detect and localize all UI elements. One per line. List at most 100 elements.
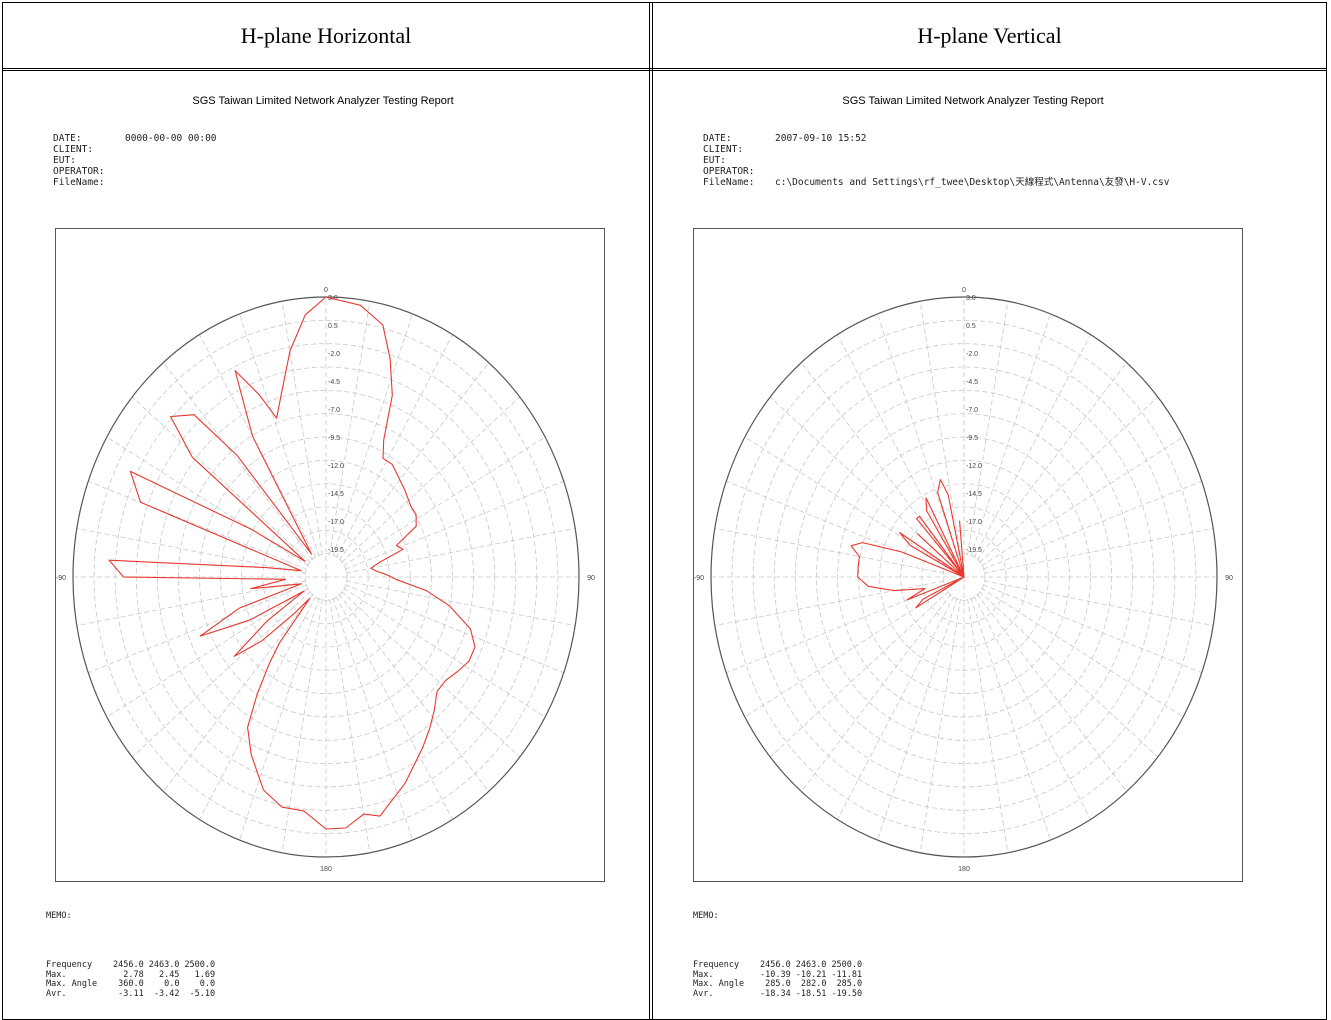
grid-spoke [335,334,453,558]
radial-tick-label: 0.5 [328,323,338,330]
angle-label: 180 [958,866,970,873]
stats-cell: Max. [693,969,714,980]
radial-tick-label: -4.5 [328,379,340,386]
stats-cell: 2456.0 [760,960,791,970]
grid-spoke [338,362,489,561]
stats-cell: Frequency [46,960,93,970]
grid-spoke [981,587,1184,718]
grid-ring [93,319,559,835]
eut-label: EUT: [703,155,726,166]
grid-spoke [341,396,521,563]
polar-grid [73,297,579,857]
stats-table: Frequency 2456.0 2463.0 2500.0 Max. -10.… [693,960,867,1000]
radial-tick-label: -17.0 [328,519,344,526]
polar-outline [710,296,1218,858]
grid-spoke [744,436,947,567]
memo-label: MEMO: [693,911,719,921]
grid-spoke [88,584,308,674]
grid-spoke [344,480,564,570]
grid-spoke [983,527,1214,574]
angle-label: 0 [962,287,966,294]
grid-spoke [199,334,317,558]
grid-spoke [976,593,1127,792]
radial-tick-label: -19.5 [966,547,982,554]
stats-cell: -5.10 [189,988,216,999]
angle-label: -90 [694,575,704,582]
radial-tick-label: -12.0 [328,463,344,470]
grid-ring [731,319,1197,835]
eut-label: EUT: [53,155,76,166]
grid-spoke [982,584,1202,674]
radial-tick-label: 0.5 [966,323,976,330]
angle-label: 180 [320,866,332,873]
angle-label: 90 [587,575,595,582]
column-divider [649,3,653,1019]
grid-spoke [979,591,1159,758]
grid-spoke [970,597,1051,841]
grid-spoke [970,313,1051,557]
radial-tick-label: -2.0 [966,351,978,358]
grid-spoke [976,362,1127,561]
angle-label: 90 [1225,575,1233,582]
stats-row: Avr. -18.34 -18.51 -19.50 [693,988,867,1000]
angle-label: -90 [56,575,66,582]
header-left: H-plane Horizontal [240,23,412,48]
stats-cell: 2.45 [158,969,180,980]
filename-label: FileName: [53,177,105,188]
grid-spoke [981,436,1184,567]
panel-vertical: SGS Taiwan Limited Network Analyzer Test… [653,73,1293,1019]
stats-cell: 0.0 [199,979,216,989]
operator-label: OPERATOR: [53,166,105,177]
grid-ring [942,553,986,601]
radial-tick-label: -19.5 [328,547,344,554]
grid-spoke [877,597,958,841]
grid-spoke [973,596,1091,820]
grid-spoke [329,301,371,556]
polar-chart: 3.00.5-2.0-4.5-7.0-9.5-12.0-14.5-17.0-19… [56,287,595,873]
date-value: 2007-09-10 15:52 [775,133,867,144]
stats-cell: 2463.0 [148,960,180,970]
client-label: CLIENT: [703,144,744,155]
stats-cell: Max. Angle [693,979,745,989]
radial-tick-label: -4.5 [966,379,978,386]
header-row [3,3,1326,71]
grid-spoke [88,480,308,570]
plot-frame: 3.0 0.5 -2.0 -4.5 -7.0 -9.5 -12.0 -14.5 -17.0 -19… [55,228,605,882]
stats-cell: 360.0 [118,979,144,989]
stats-cell: Max. [46,969,67,980]
grid-spoke [919,598,961,853]
polar-chart: 3.00.5-2.0-4.5-7.0-9.5-12.0-14.5-17.0-19… [694,287,1233,873]
grid-spoke [345,580,576,627]
grid-spoke [837,596,955,820]
radial-tick-label: -7.0 [328,407,340,414]
grid-spoke [76,580,307,627]
polar-grid [711,297,1217,857]
radial-tick-label: -12.0 [966,463,982,470]
panel-horizontal: SGS Taiwan Limited Network Analyzer Test… [3,73,643,1019]
date-label: DATE: [703,133,732,144]
grid-spoke [106,587,309,718]
radial-tick-label: -14.5 [966,491,982,498]
radial-tick-label: -9.5 [328,435,340,442]
stats-cell: -3.42 [153,988,180,999]
grid-spoke [967,301,1009,556]
stats-cell: -10.21 [795,969,827,980]
grid-spoke [338,593,489,792]
grid-spoke [714,580,945,627]
grid-spoke [343,587,546,718]
stats-cell: 0.0 [164,979,180,989]
report-meta: DATE: 0000-00-00 00:00 CLIENT: EUT: OPERA… [53,133,217,188]
stats-row: Frequency 2456.0 2463.0 2500.0 [693,960,867,971]
grid-spoke [343,436,546,567]
grid-spoke [76,527,307,574]
grid-spoke [335,596,453,820]
stats-cell: 2.78 [123,969,144,980]
client-label: CLIENT: [53,144,94,155]
grid-spoke [332,313,413,557]
grid-spoke [967,598,1009,853]
radial-tick-label: -2.0 [328,351,340,358]
stats-cell: -18.34 [760,988,791,999]
memo-label: MEMO: [46,911,72,921]
radial-tick-label: 3.0 [966,295,976,302]
